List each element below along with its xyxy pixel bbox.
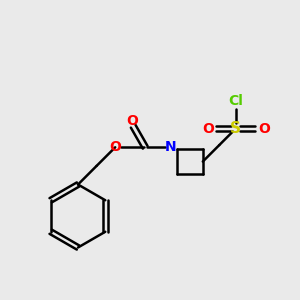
Text: S: S [230, 121, 241, 136]
Text: Cl: Cl [228, 94, 243, 108]
Text: N: N [165, 140, 176, 154]
Text: O: O [126, 114, 138, 128]
Text: O: O [202, 122, 214, 136]
Text: O: O [109, 140, 121, 154]
Text: O: O [258, 122, 270, 136]
